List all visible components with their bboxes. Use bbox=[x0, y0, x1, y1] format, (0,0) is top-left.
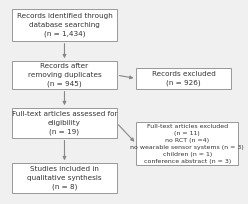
Text: Full-text articles excluded
(n = 11)
no RCT (n =4)
no wearable sensor systems (n: Full-text articles excluded (n = 11) no … bbox=[130, 124, 244, 164]
Text: Records excluded
(n = 926): Records excluded (n = 926) bbox=[152, 71, 216, 86]
FancyBboxPatch shape bbox=[12, 61, 117, 89]
FancyBboxPatch shape bbox=[12, 163, 117, 193]
FancyBboxPatch shape bbox=[12, 9, 117, 41]
Text: Full-text articles assessed for
eligibility
(n = 19): Full-text articles assessed for eligibil… bbox=[12, 111, 117, 135]
FancyBboxPatch shape bbox=[12, 108, 117, 138]
Text: Studies included in
qualitative synthesis
(n = 8): Studies included in qualitative synthesi… bbox=[27, 166, 102, 190]
Text: Records after
removing duplicates
(n = 945): Records after removing duplicates (n = 9… bbox=[28, 63, 101, 87]
Text: Records identified through
database searching
(n = 1,434): Records identified through database sear… bbox=[17, 13, 112, 37]
FancyBboxPatch shape bbox=[136, 68, 231, 89]
FancyBboxPatch shape bbox=[136, 122, 238, 165]
